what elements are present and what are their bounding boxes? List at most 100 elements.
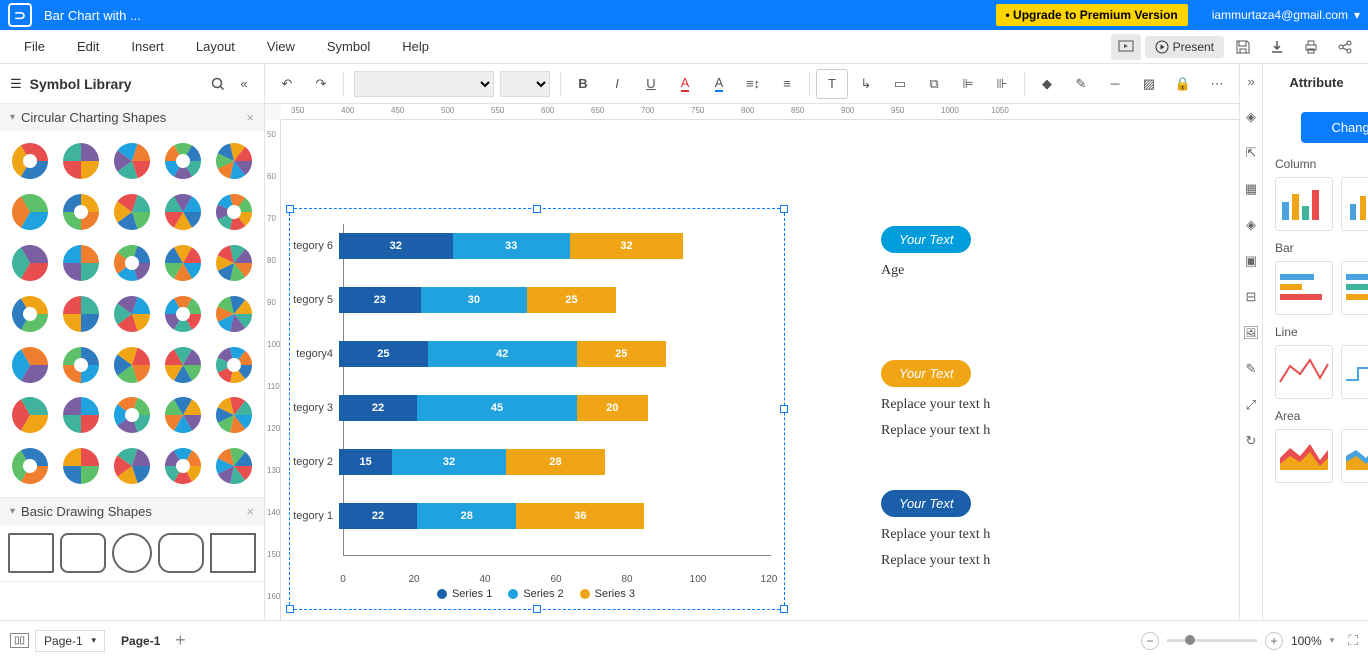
align-button[interactable]: ≡ (771, 69, 803, 99)
circular-shape-27[interactable] (110, 393, 155, 438)
slideshow-icon[interactable] (1111, 34, 1141, 60)
circular-shape-32[interactable] (110, 444, 155, 489)
circular-shape-24[interactable] (211, 342, 256, 387)
menu-symbol[interactable]: Symbol (311, 33, 386, 60)
theme-icon[interactable]: ◈ (1240, 106, 1262, 128)
menu-insert[interactable]: Insert (115, 33, 180, 60)
chevron-down-icon[interactable]: ▾ (1330, 635, 1335, 646)
distribute-button[interactable]: ⊪ (986, 69, 1018, 99)
circular-shape-15[interactable] (8, 291, 53, 336)
circular-shape-19[interactable] (211, 291, 256, 336)
circular-shape-11[interactable] (59, 241, 104, 286)
circular-shape-9[interactable] (211, 190, 256, 235)
circular-shape-2[interactable] (110, 139, 155, 184)
canvas[interactable]: 020406080100120 Series 1Series 2Series 3… (281, 120, 1239, 620)
chart-type-line-1[interactable] (1341, 345, 1368, 399)
circular-shape-7[interactable] (110, 190, 155, 235)
circular-shape-0[interactable] (8, 139, 53, 184)
circular-shape-23[interactable] (160, 342, 205, 387)
section-header-circular[interactable]: ▾ Circular Charting Shapes × (0, 104, 264, 131)
circular-shape-14[interactable] (211, 241, 256, 286)
circular-shape-4[interactable] (211, 139, 256, 184)
fill-button[interactable]: ◆ (1031, 69, 1063, 99)
circular-shape-26[interactable] (59, 393, 104, 438)
circular-shape-21[interactable] (59, 342, 104, 387)
page-tab-active[interactable]: Page-1 (111, 630, 170, 652)
expand-panel-icon[interactable]: » (1240, 70, 1262, 92)
bold-button[interactable]: B (567, 69, 599, 99)
circular-shape-3[interactable] (160, 139, 205, 184)
lock-button[interactable]: 🔒 (1167, 69, 1199, 99)
circular-shape-25[interactable] (8, 393, 53, 438)
comment-icon[interactable]: ✎ (1240, 358, 1262, 380)
circular-shape-18[interactable] (160, 291, 205, 336)
text-block[interactable]: Your TextReplace your text hReplace your… (881, 490, 990, 569)
menu-layout[interactable]: Layout (180, 33, 251, 60)
group-button[interactable]: ⧉ (918, 69, 950, 99)
circular-shape-5[interactable] (8, 190, 53, 235)
bar-chart[interactable]: 020406080100120 Series 1Series 2Series 3… (291, 224, 781, 604)
line-color-button[interactable]: ✎ (1065, 69, 1097, 99)
circular-shape-10[interactable] (8, 241, 53, 286)
font-family-select[interactable] (354, 71, 494, 97)
tab-attribute[interactable]: Attribute (1263, 64, 1368, 100)
present-button[interactable]: Present (1145, 36, 1224, 58)
circular-shape-8[interactable] (160, 190, 205, 235)
search-icon[interactable] (208, 74, 228, 94)
font-color-button[interactable]: A (669, 69, 701, 99)
layers-icon[interactable]: ◈ (1240, 214, 1262, 236)
shadow-button[interactable]: ▨ (1133, 69, 1165, 99)
zoom-in-button[interactable]: + (1265, 632, 1283, 650)
underline-button[interactable]: U (635, 69, 667, 99)
shape-circle[interactable] (112, 533, 152, 573)
add-page-button[interactable]: + (170, 631, 190, 651)
menu-edit[interactable]: Edit (61, 33, 115, 60)
apps-icon[interactable]: ▦ (1240, 178, 1262, 200)
circular-shape-29[interactable] (211, 393, 256, 438)
circular-shape-16[interactable] (59, 291, 104, 336)
upgrade-button[interactable]: • Upgrade to Premium Version (996, 4, 1188, 26)
presentation-icon[interactable]: ▣ (1240, 250, 1262, 272)
menu-help[interactable]: Help (386, 33, 445, 60)
menu-view[interactable]: View (251, 33, 311, 60)
redo-button[interactable]: ↷ (305, 69, 337, 99)
more-button[interactable]: ⋯ (1201, 69, 1233, 99)
share-icon[interactable] (1330, 34, 1360, 60)
circular-shape-22[interactable] (110, 342, 155, 387)
connector-button[interactable]: ↳ (850, 69, 882, 99)
shape-square[interactable] (210, 533, 256, 573)
collapse-icon[interactable]: « (234, 74, 254, 94)
shape-rounded-rect[interactable] (60, 533, 106, 573)
chart-type-area-0[interactable] (1275, 429, 1333, 483)
pages-icon[interactable]: ▯▯ (10, 633, 29, 648)
line-style-button[interactable]: ─ (1099, 69, 1131, 99)
font-size-select[interactable] (500, 71, 550, 97)
chart-type-column-1[interactable] (1341, 177, 1368, 231)
chart-type-bar-1[interactable] (1341, 261, 1368, 315)
history-icon[interactable]: ↻ (1240, 430, 1262, 452)
print-icon[interactable] (1296, 34, 1326, 60)
circular-shape-30[interactable] (8, 444, 53, 489)
page-select[interactable]: Page-1 ▾ (35, 630, 105, 652)
close-icon[interactable]: × (246, 504, 254, 519)
circular-shape-17[interactable] (110, 291, 155, 336)
circular-shape-1[interactable] (59, 139, 104, 184)
chart-type-bar-0[interactable] (1275, 261, 1333, 315)
circular-shape-28[interactable] (160, 393, 205, 438)
zoom-out-button[interactable]: − (1141, 632, 1159, 650)
close-icon[interactable]: × (246, 110, 254, 125)
circular-shape-20[interactable] (8, 342, 53, 387)
circular-shape-34[interactable] (211, 444, 256, 489)
undo-button[interactable]: ↶ (271, 69, 303, 99)
shape-rectangle[interactable] (8, 533, 54, 573)
chart-type-column-0[interactable] (1275, 177, 1333, 231)
data-icon[interactable]: ⊟ (1240, 286, 1262, 308)
shape-button[interactable]: ▭ (884, 69, 916, 99)
zoom-slider[interactable] (1167, 639, 1257, 642)
save-icon[interactable] (1228, 34, 1258, 60)
chart-type-line-0[interactable] (1275, 345, 1333, 399)
user-menu[interactable]: iammurtaza4@gmail.com ▾ (1212, 8, 1360, 22)
export-icon[interactable]: ⇱ (1240, 142, 1262, 164)
chart-type-area-1[interactable] (1341, 429, 1368, 483)
italic-button[interactable]: I (601, 69, 633, 99)
